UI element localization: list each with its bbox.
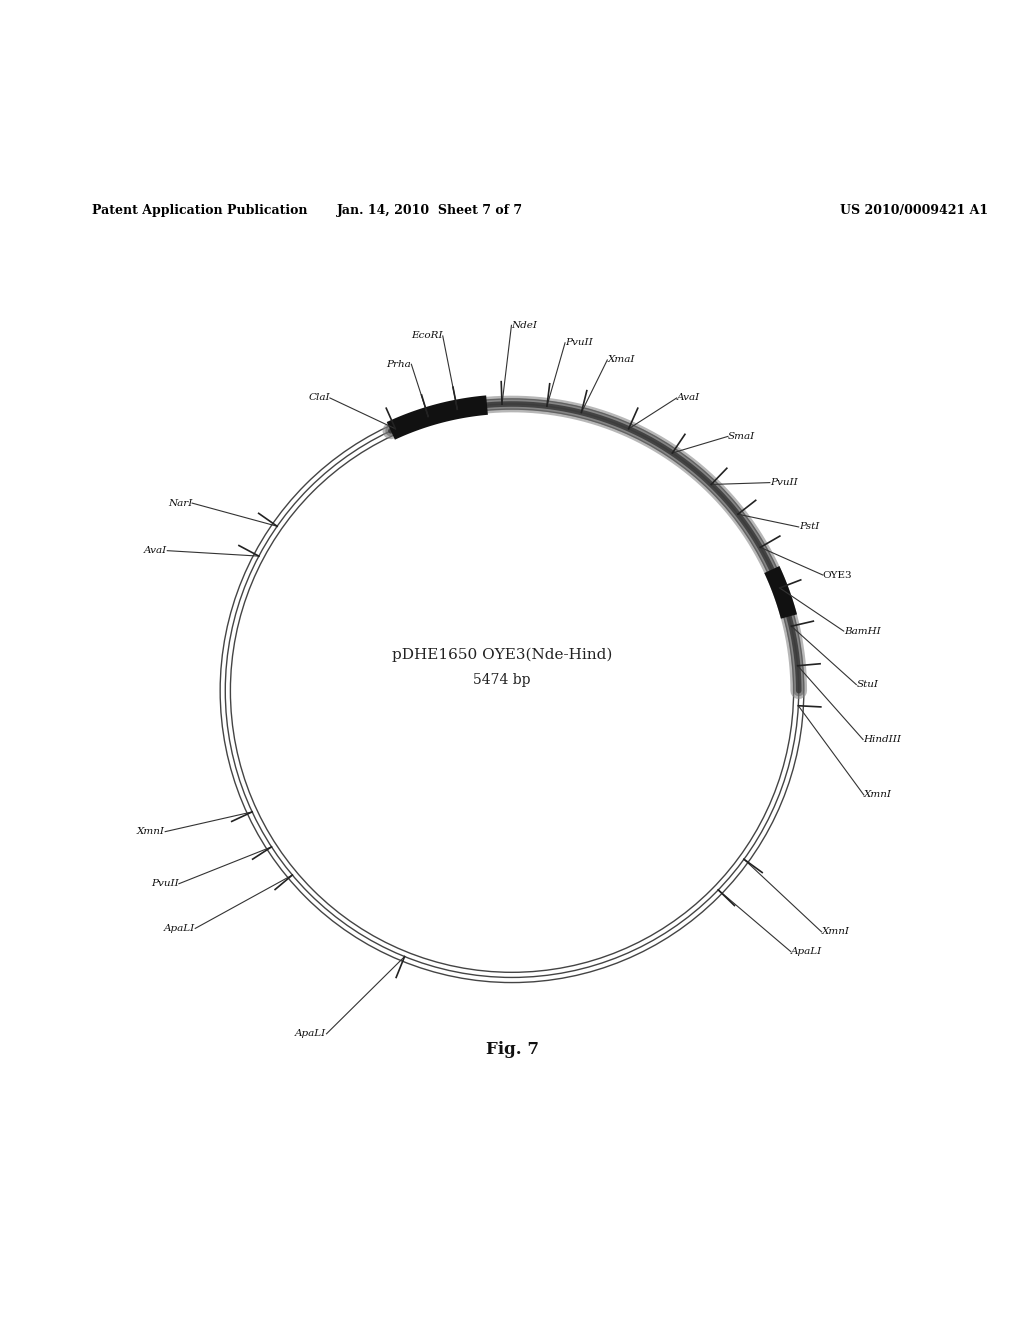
Text: pDHE1650 OYE3(Nde-Hind): pDHE1650 OYE3(Nde-Hind) bbox=[391, 648, 612, 663]
Text: Jan. 14, 2010  Sheet 7 of 7: Jan. 14, 2010 Sheet 7 of 7 bbox=[337, 205, 523, 218]
Text: ClaI: ClaI bbox=[308, 393, 330, 403]
Text: Patent Application Publication: Patent Application Publication bbox=[92, 205, 307, 218]
Text: XmnI: XmnI bbox=[821, 928, 850, 936]
Text: PstI: PstI bbox=[799, 523, 819, 532]
Text: PvuII: PvuII bbox=[565, 338, 593, 347]
Text: Prha: Prha bbox=[387, 360, 412, 368]
Text: PvuII: PvuII bbox=[152, 879, 179, 888]
Text: NarI: NarI bbox=[168, 499, 193, 508]
Text: BamHI: BamHI bbox=[844, 627, 881, 636]
Text: OYE3: OYE3 bbox=[823, 570, 852, 579]
Text: NdeI: NdeI bbox=[511, 321, 538, 330]
Text: ApaLI: ApaLI bbox=[164, 924, 196, 933]
Text: XmaI: XmaI bbox=[607, 355, 635, 364]
Text: ApaLI: ApaLI bbox=[791, 948, 822, 956]
Text: XmnI: XmnI bbox=[864, 791, 892, 800]
Text: AvaI: AvaI bbox=[677, 393, 700, 403]
Text: PvuII: PvuII bbox=[770, 478, 798, 487]
Text: 5474 bp: 5474 bp bbox=[473, 673, 530, 688]
Text: XmnI: XmnI bbox=[137, 828, 165, 836]
Text: Fig. 7: Fig. 7 bbox=[485, 1040, 539, 1057]
Text: StuI: StuI bbox=[856, 680, 879, 689]
Text: US 2010/0009421 A1: US 2010/0009421 A1 bbox=[840, 205, 988, 218]
Text: EcoRI: EcoRI bbox=[411, 331, 442, 341]
Text: ApaLI: ApaLI bbox=[295, 1030, 327, 1039]
Text: HindIII: HindIII bbox=[863, 735, 901, 744]
Text: SmaI: SmaI bbox=[728, 432, 755, 441]
Text: AvaI: AvaI bbox=[144, 546, 167, 556]
